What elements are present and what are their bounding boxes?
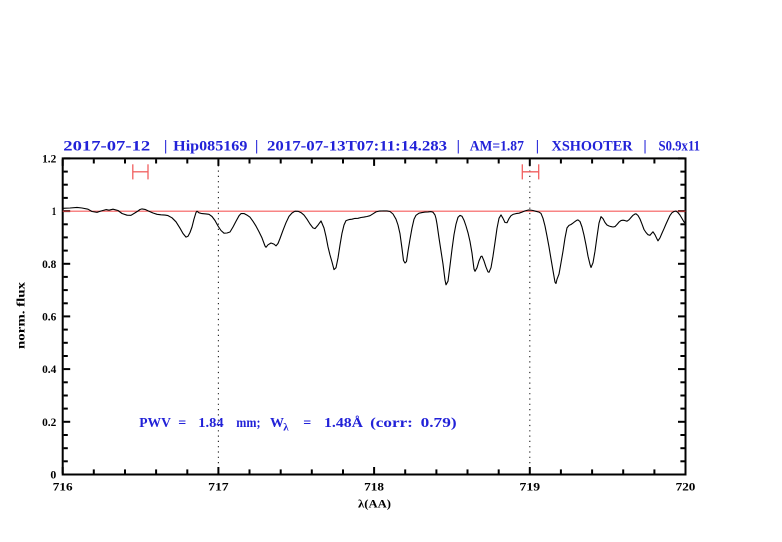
svg-text:=: = [178,416,186,431]
svg-text:0.79): 0.79) [421,416,457,431]
svg-text:PWV: PWV [139,416,171,431]
svg-text:=: = [303,416,311,431]
svg-text:|: | [536,138,539,154]
svg-text:1: 1 [52,204,57,218]
svg-text:Hip085169: Hip085169 [173,138,247,154]
svg-text:|: | [643,138,646,154]
svg-text:0: 0 [50,468,56,482]
svg-text:0.8: 0.8 [42,257,56,271]
svg-text:S0.9x11: S0.9x11 [659,138,701,154]
svg-text:718: 718 [364,479,384,493]
svg-text:|: | [164,138,167,154]
svg-text:mm;: mm; [236,416,260,431]
svg-text:|: | [255,138,258,154]
svg-text:W: W [270,416,284,431]
svg-text:XSHOOTER: XSHOOTER [552,138,633,154]
svg-text:norm. flux: norm. flux [13,282,27,349]
svg-text:λ(AA): λ(AA) [358,496,391,510]
svg-text:716: 716 [53,479,73,493]
svg-text:0.4: 0.4 [42,362,56,376]
svg-text:1.48Å: 1.48Å [324,415,364,431]
svg-text:717: 717 [208,479,229,493]
svg-text:1.2: 1.2 [42,151,56,165]
svg-text:2017-07-13T07:11:14.283: 2017-07-13T07:11:14.283 [267,138,447,154]
svg-text:AM=1.87: AM=1.87 [470,138,525,154]
svg-text:|: | [457,138,460,154]
svg-text:0.6: 0.6 [42,309,56,323]
svg-text:2017-07-12: 2017-07-12 [63,138,150,154]
svg-text:(corr:: (corr: [370,416,413,431]
svg-text:719: 719 [520,479,541,493]
svg-text:0.2: 0.2 [42,415,56,429]
svg-text:1.84: 1.84 [198,416,223,431]
svg-text:720: 720 [676,479,696,493]
svg-text:λ: λ [283,422,289,434]
